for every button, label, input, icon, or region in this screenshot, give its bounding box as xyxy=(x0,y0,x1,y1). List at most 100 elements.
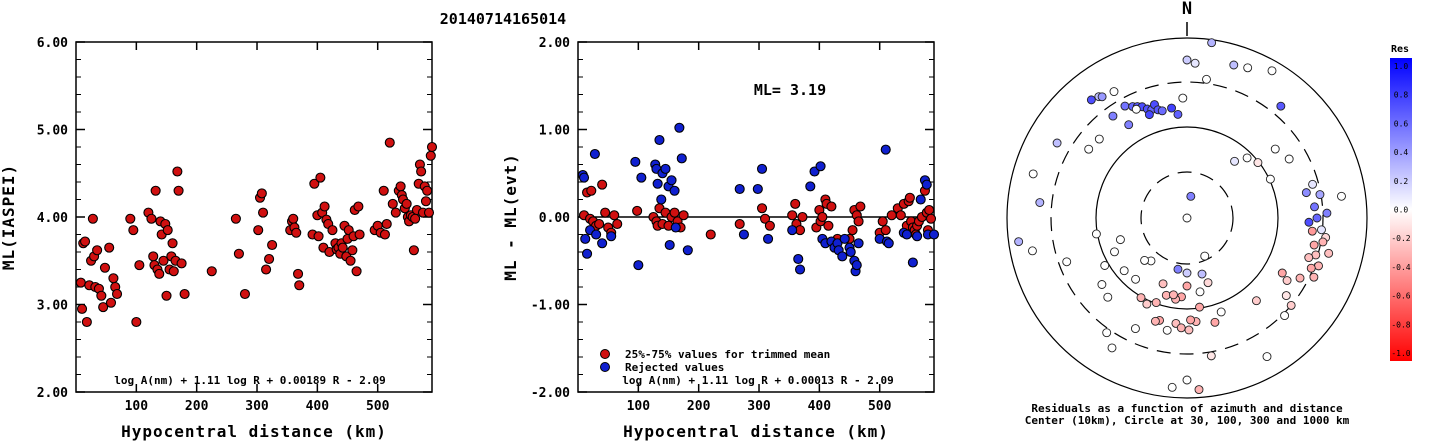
station-residual-point xyxy=(1084,144,1094,154)
rejected-point xyxy=(815,161,826,172)
figure-title: 20140714165014 xyxy=(440,10,566,28)
rejected-point xyxy=(837,251,848,262)
trimmed-mean-point xyxy=(760,213,771,224)
left-data-point xyxy=(148,251,159,262)
station-residual-point xyxy=(1243,63,1253,73)
station-residual-point xyxy=(1182,281,1192,291)
left-y-tick-label: 4.00 xyxy=(37,211,68,226)
station-residual-point xyxy=(1190,58,1200,68)
station-residual-point xyxy=(1169,290,1178,300)
station-residual-point xyxy=(1173,109,1183,119)
north-label: N xyxy=(1182,0,1192,19)
rejected-point xyxy=(839,233,850,244)
rejected-point xyxy=(915,194,926,205)
left-y-tick-label: 2.00 xyxy=(37,386,68,401)
middle-x-axis-label: Hypocentral distance (km) xyxy=(623,422,889,441)
trimmed-mean-point xyxy=(925,213,937,224)
ml-annotation: ML= 3.19 xyxy=(754,81,826,99)
rejected-point xyxy=(851,260,862,271)
station-residual-point xyxy=(1178,93,1188,103)
station-residual-point xyxy=(1210,317,1220,327)
station-residual-point xyxy=(1284,154,1294,164)
rejected-point xyxy=(664,239,675,251)
trimmed-mean-point xyxy=(895,210,906,221)
rejected-point xyxy=(670,222,681,233)
colorbar-tick-label: 0.0 xyxy=(1394,206,1409,215)
trimmed-mean-point xyxy=(853,216,864,227)
left-x-tick-label: 100 xyxy=(125,399,149,414)
station-residual-point xyxy=(1206,351,1216,361)
left-formula: log A(nm) + 1.11 log R + 0.00189 R - 2.0… xyxy=(114,374,386,387)
station-residual-point xyxy=(1322,208,1332,218)
left-data-point xyxy=(425,150,436,161)
rejected-point xyxy=(630,156,641,167)
left-data-point xyxy=(176,258,187,269)
rejected-point xyxy=(682,245,693,256)
left-data-point xyxy=(154,268,165,279)
left-data-point xyxy=(206,266,217,277)
left-data-point xyxy=(379,229,390,240)
trimmed-mean-point xyxy=(823,220,834,231)
station-residual-point xyxy=(1140,255,1150,265)
left-data-point xyxy=(172,166,183,177)
station-residual-point xyxy=(1262,352,1272,362)
trimmed-mean-point xyxy=(586,185,597,196)
rejected-point xyxy=(907,257,918,268)
left-data-point xyxy=(161,290,172,301)
left-data-point xyxy=(75,277,86,288)
left-data-point xyxy=(354,229,365,240)
station-residual-point xyxy=(1277,268,1287,278)
station-residual-point xyxy=(1195,302,1204,312)
station-residual-point xyxy=(1091,229,1101,239)
left-data-point xyxy=(162,225,173,236)
station-residual-point xyxy=(1337,191,1346,201)
left-data-point xyxy=(337,242,348,253)
station-residual-point xyxy=(1120,101,1130,111)
left-y-tick-label: 3.00 xyxy=(37,299,68,314)
colorbar-gradient xyxy=(1390,58,1412,361)
station-residual-point xyxy=(1317,225,1326,235)
left-data-point xyxy=(81,316,92,328)
trimmed-mean-point xyxy=(877,216,888,227)
middle-x-tick-label: 500 xyxy=(868,399,892,414)
left-chart: 100 200 300 400 500 2.00 3.00 4.00 5.00 6.00 log … xyxy=(0,36,438,441)
station-residual-point xyxy=(1182,375,1192,385)
rejected-point xyxy=(845,246,856,258)
circle-30km xyxy=(1140,171,1234,265)
trimmed-mean-point xyxy=(847,225,858,236)
left-data-point xyxy=(98,302,109,313)
station-residual-point xyxy=(1014,237,1024,247)
legend-red-marker xyxy=(600,349,610,359)
left-data-point xyxy=(315,172,326,183)
middle-y-axis-label: ML - ML(evt) xyxy=(501,153,520,281)
rejected-point xyxy=(738,229,749,240)
polar-caption-line2: Center (10km), Circle at 30, 100, 300 an… xyxy=(1025,414,1350,427)
station-residual-point xyxy=(1110,247,1119,257)
colorbar-tick-label: 0.4 xyxy=(1394,148,1409,157)
colorbar-title: Res xyxy=(1391,44,1409,55)
station-residual-point xyxy=(1307,226,1317,236)
left-data-point xyxy=(313,231,324,242)
station-residual-point xyxy=(1315,190,1325,200)
rejected-point xyxy=(674,122,685,133)
circle-100km xyxy=(1095,126,1279,310)
left-data-point xyxy=(426,141,438,153)
station-residual-point xyxy=(1200,251,1210,261)
rejected-point xyxy=(787,225,798,236)
station-residual-point xyxy=(1124,120,1134,130)
station-residual-point xyxy=(1103,292,1113,302)
station-residual-point xyxy=(1312,213,1322,223)
left-data-point xyxy=(256,188,267,199)
station-residual-point xyxy=(1028,169,1038,179)
trimmed-mean-point xyxy=(756,203,768,214)
trimmed-mean-point xyxy=(597,179,608,190)
station-residual-point xyxy=(1195,287,1205,297)
rejected-point xyxy=(794,264,806,275)
station-residual-point xyxy=(1309,272,1319,282)
station-residual-point xyxy=(1028,246,1037,256)
left-data-point xyxy=(239,288,250,300)
station-residual-point xyxy=(1202,74,1211,84)
rejected-point xyxy=(901,229,912,240)
left-data-point xyxy=(105,297,117,308)
